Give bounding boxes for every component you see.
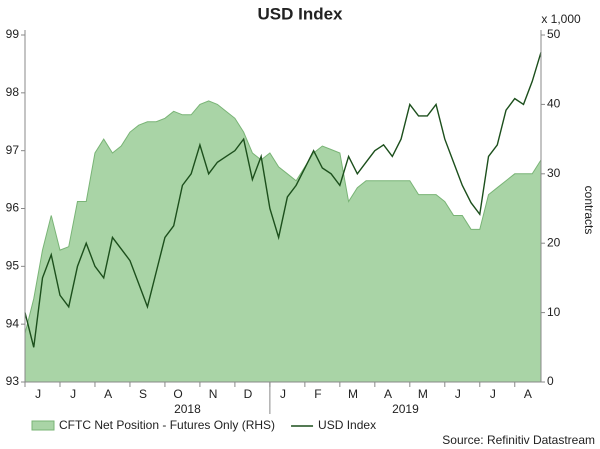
y2-unit: x 1,000 bbox=[541, 12, 581, 26]
x-tick-label: J bbox=[490, 387, 496, 401]
x-tick-label: M bbox=[348, 387, 358, 401]
year-label: 2019 bbox=[392, 402, 419, 416]
x-tick-label: F bbox=[314, 387, 321, 401]
area bbox=[24, 100, 542, 383]
y-tick-label: 94 bbox=[6, 316, 20, 330]
chart-title: USD Index bbox=[257, 4, 343, 23]
legend-label: CFTC Net Position - Futures Only (RHS) bbox=[59, 418, 275, 432]
source-note: Source: Refinitiv Datastream bbox=[442, 433, 595, 447]
y-tick-label: 97 bbox=[6, 143, 20, 157]
x-tick-label: J bbox=[35, 387, 41, 401]
x-tick-label: A bbox=[104, 387, 112, 401]
x-tick-label: J bbox=[455, 387, 461, 401]
x-tick-label: N bbox=[209, 387, 218, 401]
y2-tick-label: 0 bbox=[547, 374, 554, 388]
y-tick-label: 99 bbox=[6, 27, 20, 41]
x-tick-label: J bbox=[280, 387, 286, 401]
y2-axis-label: contracts bbox=[582, 186, 596, 235]
y-tick-label: 98 bbox=[6, 85, 20, 99]
y2-tick-label: 30 bbox=[547, 166, 561, 180]
x-tick-label: O bbox=[173, 387, 182, 401]
y2-tick-label: 40 bbox=[547, 97, 561, 111]
x-tick-label: S bbox=[139, 387, 147, 401]
y2-tick-label: 20 bbox=[547, 235, 561, 249]
x-tick-label: M bbox=[418, 387, 428, 401]
legend-label: USD Index bbox=[318, 418, 376, 432]
x-tick-label: A bbox=[384, 387, 392, 401]
x-tick-label: J bbox=[70, 387, 76, 401]
y-tick-label: 95 bbox=[6, 259, 20, 273]
x-tick-label: A bbox=[524, 387, 532, 401]
y2-tick-label: 10 bbox=[547, 305, 561, 319]
x-tick-label: D bbox=[244, 387, 253, 401]
y2-tick-label: 50 bbox=[547, 27, 561, 41]
y-tick-label: 93 bbox=[6, 374, 20, 388]
line bbox=[24, 52, 542, 348]
legend-swatch bbox=[31, 420, 55, 431]
y-tick-label: 96 bbox=[6, 201, 20, 215]
year-label: 2018 bbox=[174, 402, 201, 416]
